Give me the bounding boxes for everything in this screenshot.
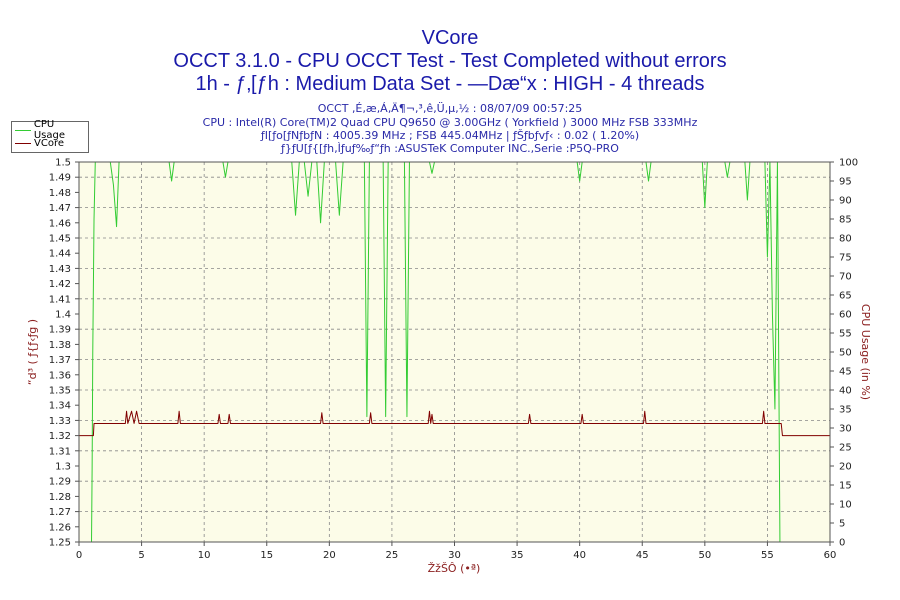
x-tick-label: 40 xyxy=(573,550,586,561)
x-tick-label: 50 xyxy=(698,550,711,561)
y-left-tick-label: 1.28 xyxy=(49,492,71,503)
x-tick-label: 5 xyxy=(138,550,144,561)
x-tick-label: 60 xyxy=(824,550,837,561)
x-tick-label: 20 xyxy=(323,550,336,561)
y-right-tick-label: 55 xyxy=(839,329,852,340)
y-left-tick-label: 1.27 xyxy=(49,507,71,518)
y-left-tick-label: 1.43 xyxy=(49,264,71,275)
y-left-tick-label: 1.44 xyxy=(49,249,71,260)
x-tick-label: 15 xyxy=(260,550,273,561)
y-right-tick-label: 0 xyxy=(839,538,845,549)
y-left-tick-label: 1.4 xyxy=(55,310,71,321)
legend-swatch-cpu-usage xyxy=(15,129,31,131)
y-left-tick-label: 1.36 xyxy=(49,370,71,381)
info-motherboard: ƒ}ƒU[ƒ{[ƒh‚Ìƒuƒ‰ƒ“ƒh :ASUSTeK Computer I… xyxy=(281,142,619,155)
y-right-tick-label: 90 xyxy=(839,196,852,207)
y-left-tick-label: 1.35 xyxy=(49,386,71,397)
x-tick-label: 45 xyxy=(636,550,649,561)
y-left-tick-label: 1.37 xyxy=(49,355,71,366)
y-right-tick-label: 35 xyxy=(839,405,852,416)
y-right-tick-label: 50 xyxy=(839,348,852,359)
y-left-axis-label: “d³ ( ƒ{ƒ‹ƒg ) xyxy=(26,319,39,385)
x-tick-label: 55 xyxy=(761,550,774,561)
y-left-tick-label: 1.25 xyxy=(49,538,71,549)
y-right-tick-label: 100 xyxy=(839,158,858,169)
legend-swatch-vcore xyxy=(15,142,31,144)
x-tick-label: 10 xyxy=(198,550,211,561)
x-tick-label: 25 xyxy=(386,550,399,561)
legend-item-vcore: VCore xyxy=(15,137,64,149)
y-left-tick-label: 1.5 xyxy=(55,158,71,169)
y-left-tick-label: 1.38 xyxy=(49,340,71,351)
x-tick-label: 35 xyxy=(511,550,524,561)
legend: CPU Usage VCore xyxy=(11,119,89,153)
y-left-tick-label: 1.42 xyxy=(49,279,71,290)
y-left-tick-label: 1.47 xyxy=(49,203,71,214)
y-right-tick-label: 30 xyxy=(839,424,852,435)
x-tick-label: 0 xyxy=(76,550,82,561)
chart-subtitle-test: OCCT 3.1.0 - CPU OCCT Test - Test Comple… xyxy=(173,50,727,72)
y-right-tick-label: 60 xyxy=(839,310,852,321)
legend-item-cpu-usage: CPU Usage xyxy=(15,119,88,141)
series-line-vcore xyxy=(79,410,830,437)
y-right-tick-label: 5 xyxy=(839,519,845,530)
y-right-tick-label: 85 xyxy=(839,215,852,226)
y-left-tick-label: 1.29 xyxy=(49,477,71,488)
info-overclock: ƒI[ƒo[ƒNƒbƒN : 4005.39 MHz ; FSB 445.04M… xyxy=(260,129,640,142)
y-left-tick-label: 1.41 xyxy=(49,294,71,305)
y-right-tick-label: 45 xyxy=(839,367,852,378)
info-generated: OCCT ‚É‚æ‚Á‚Ä¶¬‚³‚ê‚Ü‚µ‚½ : 08/07/09 00:… xyxy=(317,102,583,115)
y-left-tick-label: 1.34 xyxy=(49,401,71,412)
x-tick-label: 30 xyxy=(448,550,461,561)
plot-background xyxy=(79,162,830,542)
axes: 0 5 10 15 20 25 30 35 40 45 50 55 601.251.261.271.28… xyxy=(49,158,858,562)
y-left-tick-label: 1.31 xyxy=(49,446,71,457)
y-left-tick-label: 1.46 xyxy=(49,218,71,229)
y-left-tick-label: 1.45 xyxy=(49,234,71,245)
y-right-tick-label: 65 xyxy=(839,291,852,302)
y-right-tick-label: 25 xyxy=(839,443,852,454)
x-axis-label: ŽžŠÔ (•ª) xyxy=(428,562,481,575)
y-left-tick-label: 1.3 xyxy=(55,462,71,473)
y-right-tick-label: 20 xyxy=(839,462,852,473)
info-cpu: CPU : Intel(R) Core(TM)2 Quad CPU Q9650 … xyxy=(202,116,698,129)
y-left-tick-label: 1.26 xyxy=(49,522,71,533)
y-right-tick-label: 10 xyxy=(839,500,852,511)
y-left-tick-label: 1.48 xyxy=(49,188,71,199)
y-right-axis-label: CPU Usage (in %) xyxy=(859,304,872,400)
legend-label-cpu-usage: CPU Usage xyxy=(33,119,66,141)
y-left-tick-label: 1.49 xyxy=(49,173,71,184)
y-right-tick-label: 75 xyxy=(839,253,852,264)
y-right-tick-label: 70 xyxy=(839,272,852,283)
legend-label-vcore: VCore xyxy=(34,137,64,149)
y-right-tick-label: 80 xyxy=(839,234,852,245)
y-right-tick-label: 95 xyxy=(839,177,852,188)
y-right-tick-label: 15 xyxy=(839,481,852,492)
chart-title: VCore xyxy=(421,27,479,49)
y-left-tick-label: 1.32 xyxy=(49,431,71,442)
y-left-tick-label: 1.39 xyxy=(49,325,71,336)
y-left-tick-label: 1.33 xyxy=(49,416,71,427)
y-right-tick-label: 40 xyxy=(839,386,852,397)
chart-subtitle-settings: 1h - ƒ‚[ƒh : Medium Data Set - —Dæ“x : H… xyxy=(195,73,705,95)
